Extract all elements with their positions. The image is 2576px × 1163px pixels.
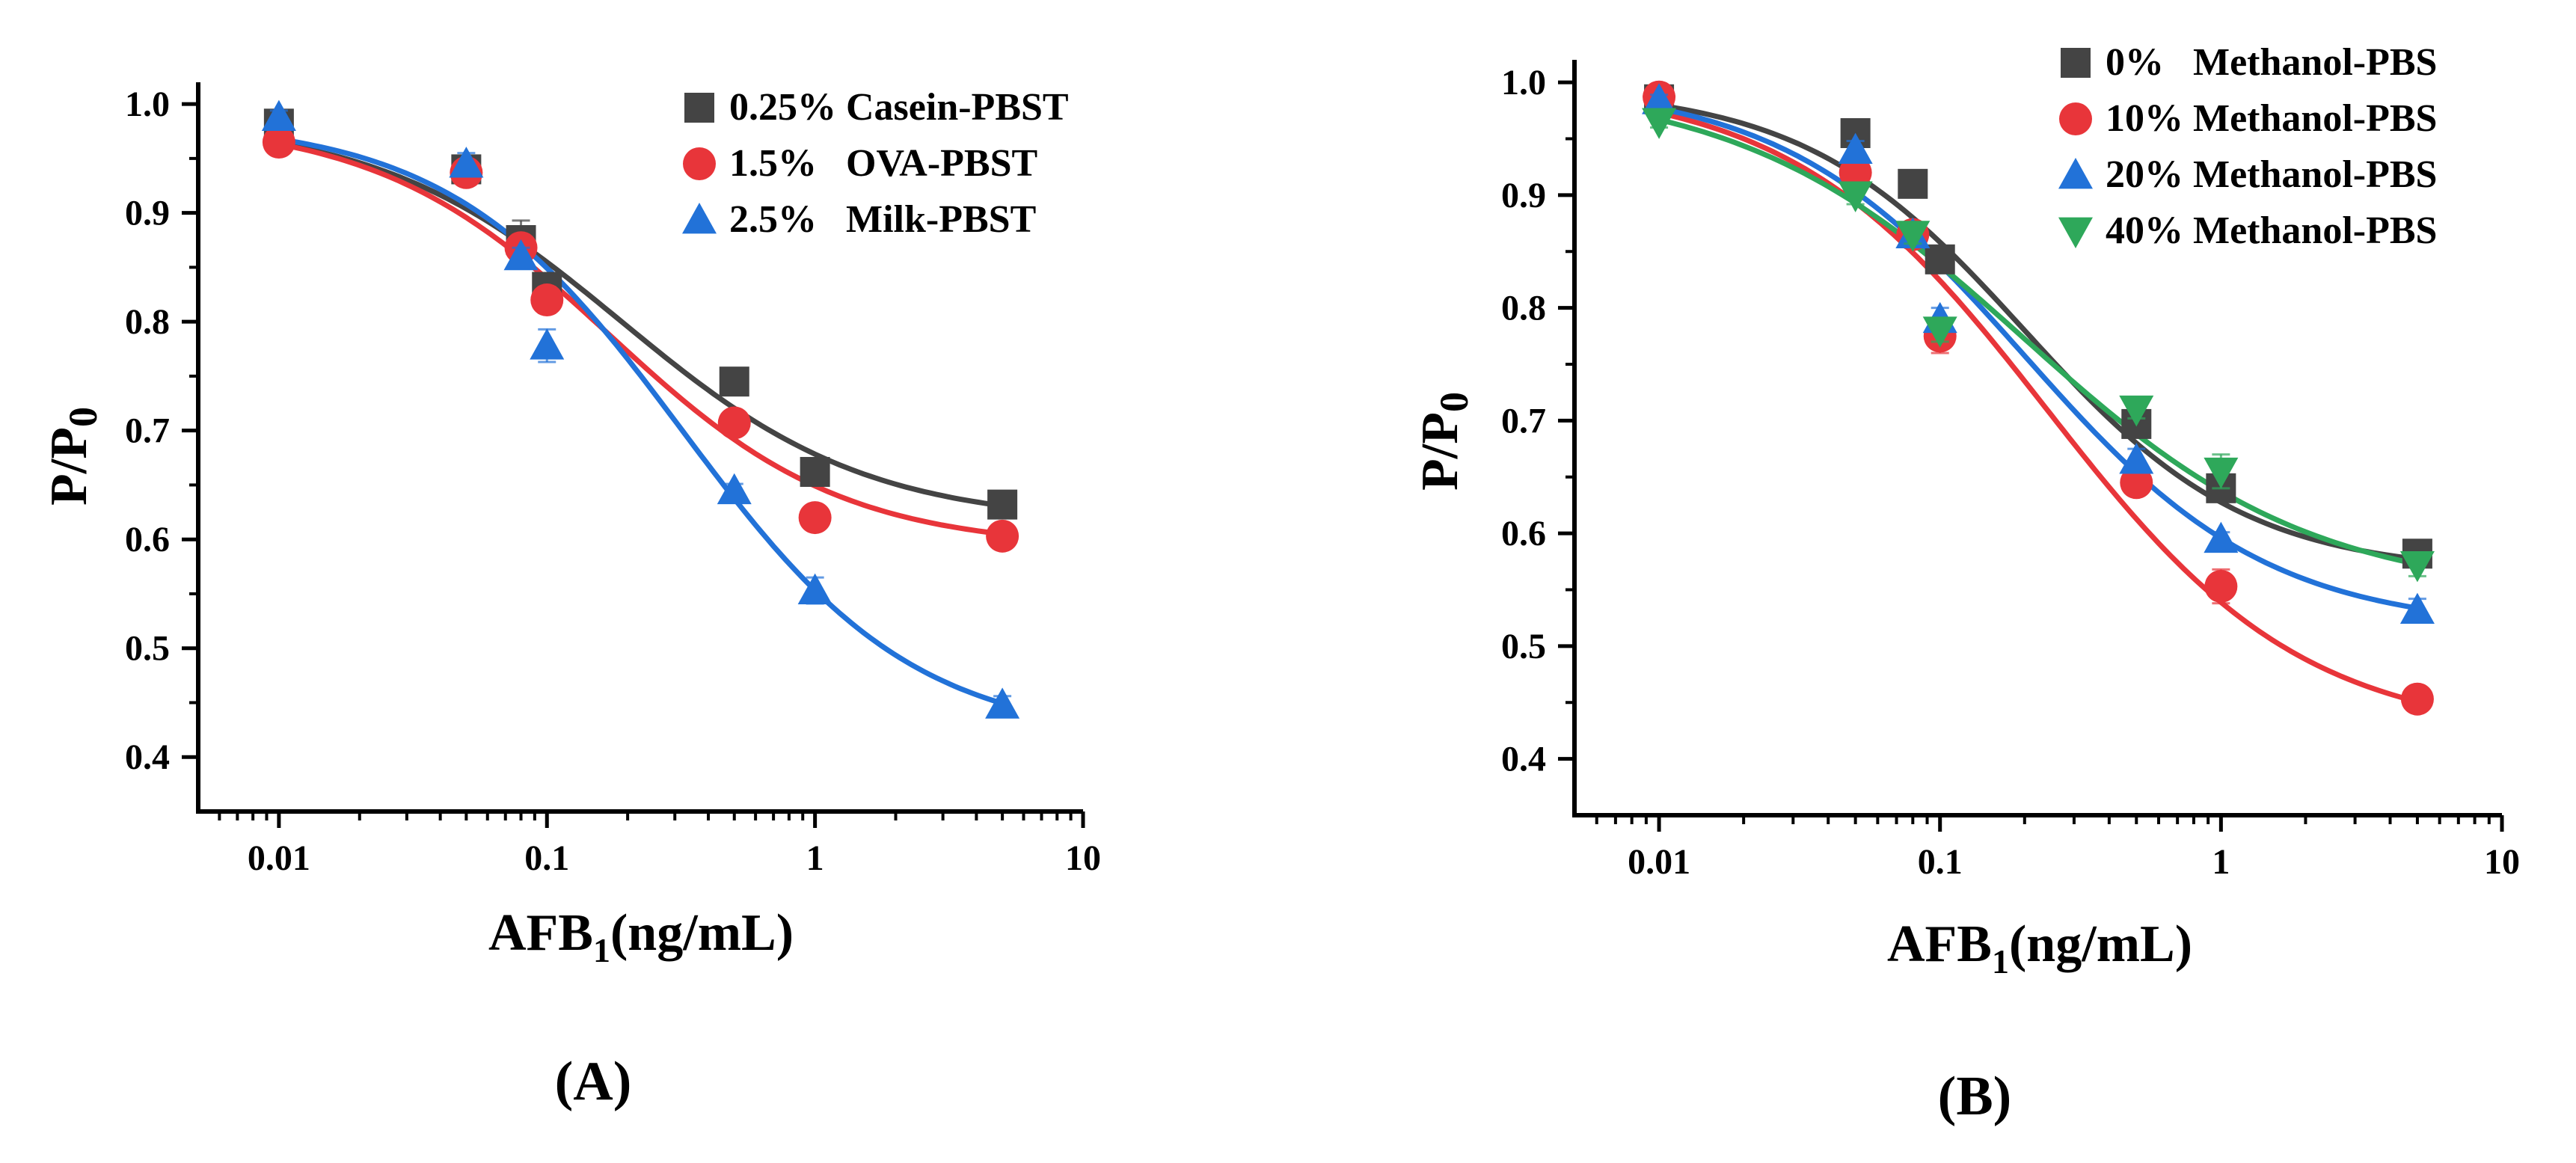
x-tick-label: 1 xyxy=(2212,842,2230,882)
x-tick-label: 10 xyxy=(1065,838,1101,878)
y-axis-label: P/P0 xyxy=(1411,392,1476,491)
legend-marker xyxy=(2058,217,2093,248)
data-point xyxy=(798,501,832,535)
y-tick-label: 0.7 xyxy=(1501,401,1546,441)
y-tick-label: 0.7 xyxy=(125,411,170,451)
data-point xyxy=(797,573,832,604)
data-point xyxy=(2399,592,2435,625)
x-axis-label-unit: (ng/mL) xyxy=(2009,915,2192,973)
data-point xyxy=(503,239,539,271)
data-point xyxy=(2399,550,2435,583)
legend-marker xyxy=(682,203,717,234)
y-axis-label-sub: 0 xyxy=(1432,392,1476,412)
x-tick-label: 0.01 xyxy=(248,838,310,878)
x-axis-label-main: AFB xyxy=(488,904,593,962)
data-point xyxy=(1642,108,1677,139)
data-point xyxy=(2400,682,2434,716)
x-tick-label: 1 xyxy=(806,838,824,878)
y-tick-label: 0.9 xyxy=(125,194,170,233)
data-point xyxy=(2120,466,2153,500)
legend-label: 1.5% OVA-PBST xyxy=(729,142,1037,185)
panel-b-chart: 0.40.50.60.70.80.91.00.01 0.1 1 100% Methan… xyxy=(1411,41,2520,1127)
y-tick-label: 0.6 xyxy=(125,520,170,559)
panel-a-chart: 0.40.50.60.70.80.91.00.01 0.1 1 100.25% Cas… xyxy=(40,82,1101,1112)
data-point xyxy=(717,406,751,440)
x-axis-label-unit: (ng/mL) xyxy=(610,904,794,962)
y-axis-label: P/P0 xyxy=(40,407,105,506)
y-tick-label: 1.0 xyxy=(125,85,170,124)
data-point xyxy=(2204,521,2239,553)
data-point xyxy=(2119,443,2154,474)
data-point xyxy=(1642,83,1677,114)
y-tick-label: 1.0 xyxy=(1501,63,1546,102)
data-point xyxy=(530,328,565,360)
data-point xyxy=(1839,156,1872,189)
data-point xyxy=(987,489,1018,520)
legend-label: 20% Methanol-PBS xyxy=(2106,153,2437,196)
legend-marker xyxy=(2058,158,2093,189)
y-tick-label: 0.8 xyxy=(1501,289,1546,328)
x-tick-label: 0.1 xyxy=(524,838,569,878)
data-point xyxy=(2119,395,2154,427)
fit-curve xyxy=(1658,105,2418,611)
data-point xyxy=(717,473,752,505)
fit-curve xyxy=(278,141,1003,509)
data-point xyxy=(2204,457,2239,489)
fit-curve xyxy=(1658,102,2418,562)
data-point xyxy=(719,366,749,397)
x-tick-label: 0.1 xyxy=(1918,842,1963,882)
data-point xyxy=(2204,569,2238,603)
x-axis-label-main: AFB xyxy=(1887,915,1992,973)
y-axis-label-main: P/P xyxy=(40,427,98,506)
fit-curve xyxy=(1658,110,2418,705)
y-axis-label-sub: 0 xyxy=(61,407,105,427)
data-point xyxy=(1895,221,1931,252)
y-axis-label-main: P/P xyxy=(1411,412,1469,491)
x-tick-label: 10 xyxy=(2484,842,2520,882)
fit-curve xyxy=(1658,117,2418,567)
data-point xyxy=(1898,168,1928,199)
y-tick-label: 0.5 xyxy=(125,629,170,669)
x-axis-label-sub: 1 xyxy=(593,931,610,969)
data-point xyxy=(262,126,295,159)
legend-label: 0% Methanol-PBS xyxy=(2106,41,2437,84)
panel-label: (A) xyxy=(555,1051,632,1112)
legend-marker xyxy=(684,93,714,123)
fit-curve xyxy=(278,136,1004,706)
x-axis-label-sub: 1 xyxy=(1992,942,2009,981)
data-point xyxy=(800,456,830,487)
y-tick-label: 0.4 xyxy=(125,737,170,777)
data-point xyxy=(1838,181,1873,212)
legend-label: 0.25% Casein-PBST xyxy=(729,86,1069,129)
data-point xyxy=(261,99,296,131)
data-point xyxy=(1925,244,1955,274)
legend-label: 40% Methanol-PBS xyxy=(2106,209,2437,252)
y-tick-label: 0.9 xyxy=(1501,176,1546,215)
data-point xyxy=(530,283,564,317)
x-tick-label: 0.01 xyxy=(1628,842,1690,882)
data-point xyxy=(449,147,484,178)
x-axis-label: AFB1(ng/mL) xyxy=(1887,915,2192,981)
data-point xyxy=(1838,132,1873,164)
x-axis-label: AFB1(ng/mL) xyxy=(488,904,794,969)
legend-marker xyxy=(683,147,716,180)
fit-curve xyxy=(278,141,1003,537)
legend-label: 10% Methanol-PBS xyxy=(2106,97,2437,140)
legend-marker xyxy=(2061,48,2091,78)
panel-label: (B) xyxy=(1938,1066,2012,1127)
data-point xyxy=(986,519,1019,553)
y-tick-label: 0.8 xyxy=(125,302,170,342)
data-point xyxy=(985,687,1020,719)
y-tick-label: 0.6 xyxy=(1501,514,1546,553)
data-point xyxy=(1922,316,1957,348)
y-tick-label: 0.4 xyxy=(1501,740,1546,779)
y-tick-label: 0.5 xyxy=(1501,627,1546,666)
legend-label: 2.5% Milk-PBST xyxy=(729,198,1036,241)
legend-marker xyxy=(2059,102,2092,135)
